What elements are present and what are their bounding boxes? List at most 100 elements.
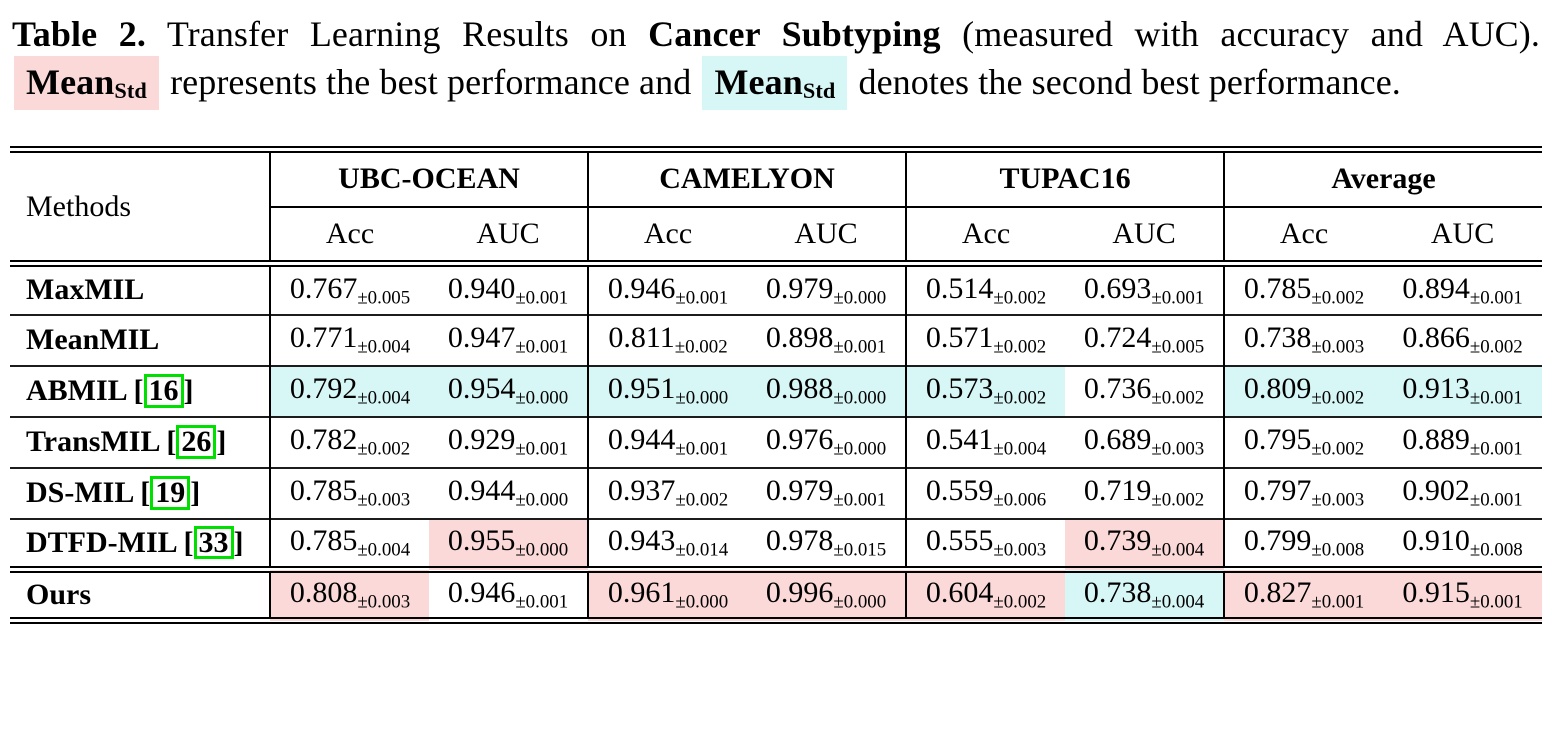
mean-value: 0.541 xyxy=(925,423,994,457)
result-cell: 0.559±0.006 xyxy=(905,466,1066,519)
result-cell: 0.898±0.001 xyxy=(747,313,907,366)
std-value: ±0.001 xyxy=(833,336,887,358)
caption-text-3: represents the best performance and xyxy=(170,62,692,102)
caption-task-name: Cancer Subtyping xyxy=(648,14,941,54)
std-value: ±0.002 xyxy=(674,336,728,358)
mean-value: 0.809 xyxy=(1243,372,1312,406)
result-cell: 0.771±0.004 xyxy=(269,313,429,366)
dataset-group-header-average: Average xyxy=(1223,149,1543,208)
std-value: ±0.002 xyxy=(993,286,1047,308)
std-value: ±0.004 xyxy=(993,438,1047,460)
result-cell: 0.811±0.002 xyxy=(587,313,748,366)
std-value: ±0.001 xyxy=(1469,591,1523,613)
std-value: ±0.003 xyxy=(357,591,411,613)
dataset-group-header-camelyon: CAMELYON xyxy=(587,149,907,208)
mean-value: 0.559 xyxy=(925,474,994,508)
mean-value: 0.946 xyxy=(607,271,676,305)
mean-value: 0.961 xyxy=(607,576,676,610)
citation-link[interactable]: 26 xyxy=(176,425,217,459)
citation-bracket: ] xyxy=(190,476,201,509)
std-value: ±0.002 xyxy=(1311,438,1365,460)
std-value: ±0.000 xyxy=(675,591,729,613)
citation-bracket: ] xyxy=(183,374,194,407)
mean-value: 0.866 xyxy=(1402,321,1470,355)
mean-value: 0.910 xyxy=(1402,524,1470,558)
mean-value: 0.979 xyxy=(765,271,834,305)
std-value: ±0.000 xyxy=(515,539,569,561)
result-cell: 0.827±0.001 xyxy=(1223,566,1384,621)
mean-value: 0.782 xyxy=(289,423,358,457)
result-cell: 0.910±0.008 xyxy=(1383,517,1543,570)
result-cell: 0.799±0.008 xyxy=(1223,517,1384,570)
result-cell: 0.902±0.001 xyxy=(1383,466,1543,519)
result-cell: 0.961±0.000 xyxy=(587,566,748,621)
std-value: ±0.003 xyxy=(1311,336,1365,358)
dataset-group-header-tupac16: TUPAC16 xyxy=(905,149,1225,208)
std-value: ±0.001 xyxy=(515,591,569,613)
std-value: ±0.000 xyxy=(515,387,569,409)
mean-value: 0.894 xyxy=(1402,271,1470,305)
std-value: ±0.001 xyxy=(515,336,569,358)
std-value: ±0.002 xyxy=(993,591,1047,613)
mean-value: 0.944 xyxy=(447,474,516,508)
metric-header-acc: Acc xyxy=(1223,206,1384,267)
std-value: ±0.004 xyxy=(357,336,411,358)
citation-bracket: ] xyxy=(216,425,227,458)
method-name: DS-MIL [19] xyxy=(10,466,270,519)
result-cell: 0.571±0.002 xyxy=(905,313,1066,366)
result-cell: 0.785±0.003 xyxy=(269,466,429,519)
result-cell: 0.604±0.002 xyxy=(905,566,1066,621)
mean-value: 0.954 xyxy=(447,372,516,406)
std-value: ±0.008 xyxy=(1469,539,1523,561)
std-value: ±0.004 xyxy=(357,387,411,409)
mean-value: 0.693 xyxy=(1083,271,1152,305)
table-row-dtfd-mil: DTFD-MIL [33] 0.785±0.004 0.955±0.000 0.943… xyxy=(10,517,1543,570)
result-cell: 0.555±0.003 xyxy=(905,517,1066,570)
mean-value: 0.738 xyxy=(1243,321,1312,355)
result-cell: 0.978±0.015 xyxy=(747,517,907,570)
result-cell: 0.955±0.000 xyxy=(429,517,589,570)
result-cell: 0.979±0.001 xyxy=(747,466,907,519)
result-cell: 0.767±0.005 xyxy=(269,263,429,315)
second-legend-token: MeanStd xyxy=(702,56,848,111)
caption-text-2: (measured with accuracy and AUC). xyxy=(962,14,1540,54)
std-value: ±0.002 xyxy=(675,489,729,511)
mean-value: 0.978 xyxy=(765,524,834,558)
metric-header-acc: Acc xyxy=(269,206,429,267)
result-cell: 0.795±0.002 xyxy=(1223,415,1384,468)
mean-value: 0.799 xyxy=(1243,524,1312,558)
second-legend-mean: Mean xyxy=(714,62,803,102)
result-cell: 0.976±0.000 xyxy=(747,415,907,468)
mean-value: 0.555 xyxy=(925,524,994,558)
citation-link[interactable]: 33 xyxy=(193,525,234,560)
mean-value: 0.738 xyxy=(1083,576,1152,610)
std-value: ±0.005 xyxy=(1151,336,1205,358)
mean-value: 0.937 xyxy=(607,474,676,508)
std-value: ±0.002 xyxy=(993,387,1047,409)
std-value: ±0.001 xyxy=(833,489,887,511)
result-cell: 0.866±0.002 xyxy=(1383,313,1543,366)
mean-value: 0.944 xyxy=(607,423,676,457)
result-cell: 0.808±0.003 xyxy=(269,566,429,621)
metric-header-row: Acc AUC Acc AUC Acc AUC Acc AUC xyxy=(10,206,1543,267)
std-value: ±0.003 xyxy=(1151,438,1205,460)
std-value: ±0.000 xyxy=(515,489,569,511)
result-cell: 0.785±0.004 xyxy=(269,517,429,570)
citation-bracket: ] xyxy=(233,525,244,559)
mean-value: 0.943 xyxy=(607,524,676,558)
mean-value: 0.739 xyxy=(1083,524,1152,558)
mean-value: 0.979 xyxy=(765,474,834,508)
result-cell: 0.947±0.001 xyxy=(429,313,589,366)
best-legend-token: MeanStd xyxy=(14,56,159,111)
std-value: ±0.001 xyxy=(1151,286,1205,308)
mean-value: 0.996 xyxy=(765,576,834,610)
table-caption: Table 2. Transfer Learning Results on Ca… xyxy=(12,10,1540,111)
metric-header-acc: Acc xyxy=(587,206,748,267)
result-cell: 0.913±0.001 xyxy=(1383,364,1543,417)
table-row-ds-mil: DS-MIL [19] 0.785±0.003 0.944±0.000 0.937±0… xyxy=(10,466,1543,519)
citation-link[interactable]: 19 xyxy=(150,476,191,510)
citation-link[interactable]: 16 xyxy=(143,374,184,408)
std-value: ±0.000 xyxy=(833,387,887,409)
mean-value: 0.797 xyxy=(1243,474,1312,508)
result-cell: 0.944±0.000 xyxy=(429,466,589,519)
